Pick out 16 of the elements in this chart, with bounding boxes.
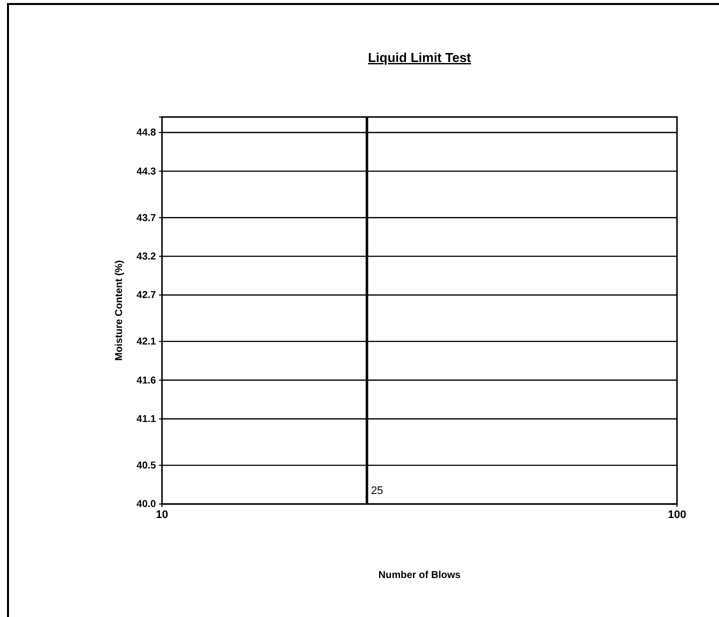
x-axis-title: Number of Blows	[378, 570, 462, 581]
y-tick-label: 40.0	[136, 499, 156, 510]
y-tick-label: 41.6	[136, 375, 156, 386]
y-tick-label: 41.1	[136, 414, 156, 426]
y-tick-label: 43.2	[136, 252, 156, 263]
chart-title: Liquid Limit Test	[368, 50, 472, 65]
y-tick-label: 44.8	[136, 128, 156, 139]
y-tick-label: 42.1	[136, 336, 156, 348]
y-tick-label: 44.3	[136, 166, 156, 178]
y-tick-label: 42.7	[136, 290, 156, 302]
x-tick-label: 10	[156, 508, 168, 521]
ref-line-label: 25	[370, 485, 384, 497]
y-tick-label: 43.7	[136, 212, 156, 224]
y-axis-title: Moisture Content (%)	[114, 260, 125, 361]
x-tick-label: 100	[668, 508, 686, 521]
y-tick-label: 40.5	[136, 460, 156, 472]
